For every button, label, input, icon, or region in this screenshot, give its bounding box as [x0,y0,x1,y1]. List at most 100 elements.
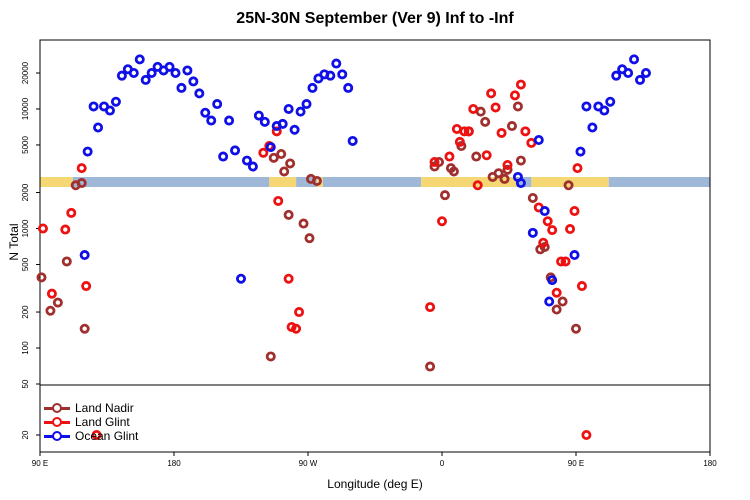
point-ocean-glint [182,65,193,76]
point-ocean-glint [533,135,544,146]
point-ocean-glint [301,99,312,110]
point-ocean-glint [331,58,342,69]
x-axis-label: Longitude (deg E) [327,477,423,491]
point-land-nadir [285,158,296,169]
point-land-nadir [499,173,510,184]
point-ocean-glint [289,124,300,135]
point-land-glint [490,102,501,113]
y-tick-label: 20 [21,430,30,439]
point-land-nadir [527,192,538,203]
y-tick-label: 200 [21,305,30,319]
point-ocean-glint [116,70,127,81]
point-ocean-glint [235,273,246,284]
point-ocean-glint [176,82,187,93]
y-tick-label: 20000 [21,61,30,84]
point-land-glint [565,224,576,235]
y-tick-label: 2000 [21,183,30,201]
point-land-glint [576,281,587,292]
point-land-glint [496,127,507,138]
point-land-glint [560,256,571,267]
y-tick-label: 5000 [21,136,30,154]
point-ocean-glint [587,122,598,133]
point-land-nadir [571,323,582,334]
point-land-nadir [506,121,517,132]
point-land-glint [542,216,553,227]
point-land-glint [91,429,102,440]
point-land-nadir [45,305,56,316]
point-land-nadir [298,218,309,229]
point-land-nadir [76,178,87,189]
y-tick-label: 10000 [21,97,30,120]
point-ocean-glint [295,106,306,117]
point-ocean-glint [265,142,276,153]
legend-swatch-land-nadir [44,401,70,415]
point-land-nadir [36,272,47,283]
point-land-nadir [61,256,72,267]
point-ocean-glint [325,70,336,81]
point-land-glint [509,90,520,101]
point-ocean-glint [164,61,175,72]
point-land-nadir [493,168,504,179]
point-ocean-glint [218,151,229,162]
point-ocean-glint [194,88,205,99]
point-ocean-glint [277,118,288,129]
point-land-glint [481,150,492,161]
point-ocean-glint [200,107,211,118]
point-land-glint [37,223,48,234]
point-land-nadir [480,116,491,127]
point-ocean-glint [128,68,139,79]
point-land-nadir [471,151,482,162]
point-land-glint [486,88,497,99]
x-tick-label: 180 [167,459,181,468]
point-ocean-glint [640,68,651,79]
point-land-glint [472,180,483,191]
point-land-glint [556,256,567,267]
x-tick-label: 180 [703,459,717,468]
point-ocean-glint [547,275,558,286]
landmask-ocean [296,177,317,187]
upper-plot-frame [39,39,711,386]
legend-label-land-glint: Land Glint [75,415,130,429]
point-ocean-glint [623,68,634,79]
point-ocean-glint [544,296,555,307]
point-land-nadir [434,157,445,168]
point-ocean-glint [146,68,157,79]
point-land-nadir [502,164,513,175]
point-land-nadir [265,351,276,362]
point-land-glint [520,126,531,137]
x-tick-label: 90 E [32,459,48,468]
point-land-nadir [425,361,436,372]
point-land-glint [291,323,302,334]
point-land-nadir [52,297,63,308]
point-land-nadir [448,166,459,177]
point-land-glint [271,126,282,137]
point-land-glint [258,147,269,158]
point-ocean-glint [307,82,318,93]
point-ocean-glint [88,101,99,112]
point-ocean-glint [224,115,235,126]
y-tick-label: 100 [21,341,30,355]
legend-label-ocean-glint: Ocean Glint [75,429,139,443]
point-land-glint [463,126,474,137]
point-land-glint [572,163,583,174]
point-ocean-glint [82,146,93,157]
point-land-glint [569,206,580,217]
point-ocean-glint [575,146,586,157]
point-ocean-glint [569,250,580,261]
point-ocean-glint [241,155,252,166]
landmask-land [269,177,297,187]
point-land-nadir [311,175,322,186]
point-land-nadir [283,209,294,220]
point-land-glint [581,429,592,440]
point-land-nadir [515,155,526,166]
point-ocean-glint [259,116,270,127]
x-tick-label: 0 [440,459,445,468]
point-land-nadir [276,149,287,160]
point-land-nadir [439,190,450,201]
legend-swatch-land-glint [44,415,70,429]
point-ocean-glint [140,74,151,85]
y-axis-label: N Total [7,223,21,261]
point-ocean-glint [247,161,258,172]
landmask-land [40,177,73,187]
point-land-glint [551,287,562,298]
